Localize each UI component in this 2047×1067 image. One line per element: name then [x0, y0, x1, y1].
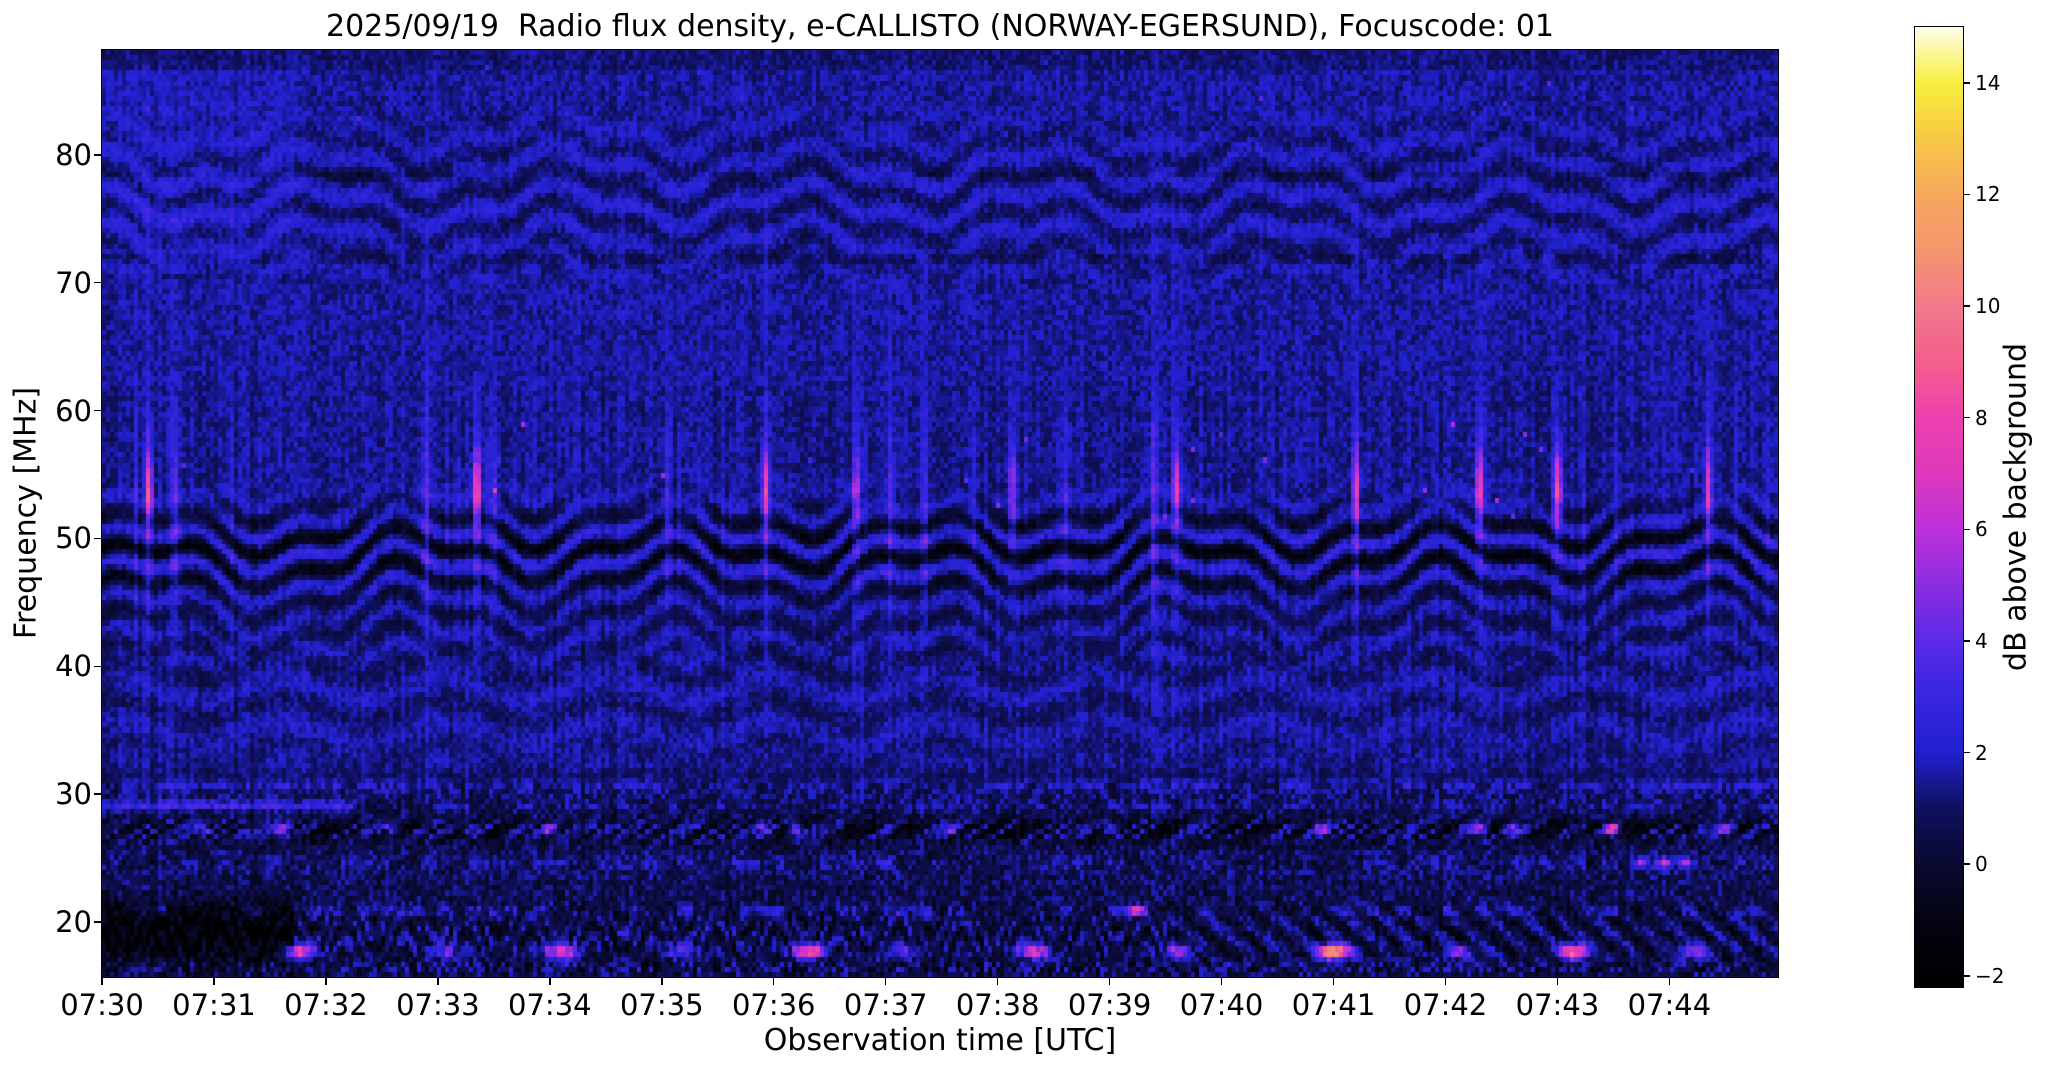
- colorbar-label: dB above background: [1998, 342, 2034, 672]
- y-tick-label: 70: [55, 265, 92, 300]
- x-tick-mark: [1668, 977, 1671, 985]
- colorbar-tick-mark: [1963, 193, 1970, 196]
- y-tick-mark: [94, 154, 102, 156]
- colorbar-tick-mark: [1963, 863, 1970, 865]
- plot-area: [100, 48, 1779, 978]
- x-tick-mark: [661, 977, 663, 985]
- x-tick-mark: [772, 977, 775, 985]
- y-tick-label: 60: [55, 393, 92, 428]
- y-tick-label: 40: [55, 649, 92, 684]
- x-tick-mark: [101, 977, 103, 985]
- y-tick-label: 80: [55, 137, 92, 172]
- x-tick-mark: [1220, 977, 1223, 985]
- colorbar-tick-mark: [1963, 528, 1970, 531]
- y-tick-label: 30: [55, 777, 92, 812]
- x-tick-label: 07:36: [731, 988, 816, 1022]
- colorbar-tick-label: 6: [1975, 517, 1988, 542]
- spectrogram-canvas: [101, 49, 1778, 977]
- colorbar-tick-mark: [1963, 975, 1970, 977]
- y-axis-label: Frequency [MHz]: [8, 386, 44, 640]
- x-tick-label: 07:43: [1515, 988, 1600, 1022]
- y-tick-mark: [94, 409, 102, 412]
- colorbar-tick-label: 14: [1975, 70, 2001, 95]
- colorbar-tick-label: 0: [1975, 852, 1988, 877]
- x-tick-label: 07:42: [1403, 988, 1488, 1022]
- colorbar-tick-label: 2: [1975, 740, 1988, 765]
- x-tick-mark: [1444, 977, 1447, 985]
- x-tick-mark: [325, 977, 327, 985]
- x-tick-label: 07:32: [284, 988, 368, 1022]
- x-tick-label: 07:39: [1067, 988, 1152, 1022]
- x-tick-label: 07:37: [843, 988, 928, 1022]
- colorbar-tick-mark: [1963, 82, 1970, 84]
- x-axis-label: Observation time [UTC]: [763, 1023, 1117, 1058]
- colorbar-tick-mark: [1963, 751, 1970, 754]
- colorbar: [1913, 25, 1964, 988]
- x-tick-label: 07:40: [1179, 988, 1264, 1022]
- x-tick-mark: [213, 977, 215, 985]
- colorbar-tick-label: 12: [1975, 182, 2001, 207]
- colorbar-tick-label: 10: [1975, 294, 2001, 319]
- x-tick-mark: [1556, 977, 1559, 985]
- y-tick-label: 20: [55, 905, 92, 940]
- x-tick-label: 07:33: [396, 988, 480, 1022]
- x-tick-mark: [437, 977, 439, 985]
- x-tick-label: 07:34: [508, 988, 592, 1022]
- y-tick-mark: [94, 281, 102, 284]
- x-tick-label: 07:30: [60, 988, 144, 1022]
- x-tick-mark: [549, 977, 551, 985]
- colorbar-canvas: [1914, 26, 1963, 987]
- y-tick-mark: [94, 793, 102, 795]
- x-tick-label: 07:38: [955, 988, 1040, 1022]
- y-tick-mark: [94, 921, 102, 923]
- y-tick-mark: [94, 665, 102, 668]
- colorbar-tick-label: 8: [1975, 405, 1988, 430]
- x-tick-mark: [1332, 977, 1335, 985]
- colorbar-tick-mark: [1963, 640, 1970, 642]
- y-tick-label: 50: [55, 521, 92, 556]
- x-tick-mark: [1108, 977, 1111, 985]
- colorbar-tick-mark: [1963, 305, 1970, 307]
- x-tick-label: 07:44: [1627, 988, 1712, 1022]
- x-tick-mark: [996, 977, 999, 985]
- chart-title: 2025/09/19 Radio flux density, e-CALLIST…: [326, 9, 1554, 44]
- colorbar-tick-label: −2: [1975, 963, 2005, 988]
- colorbar-tick-label: 4: [1975, 628, 1988, 653]
- y-tick-mark: [94, 537, 102, 540]
- x-tick-mark: [884, 977, 887, 985]
- x-tick-label: 07:41: [1291, 988, 1376, 1022]
- colorbar-tick-mark: [1963, 416, 1970, 419]
- x-tick-label: 07:35: [619, 988, 704, 1022]
- x-tick-label: 07:31: [172, 988, 256, 1022]
